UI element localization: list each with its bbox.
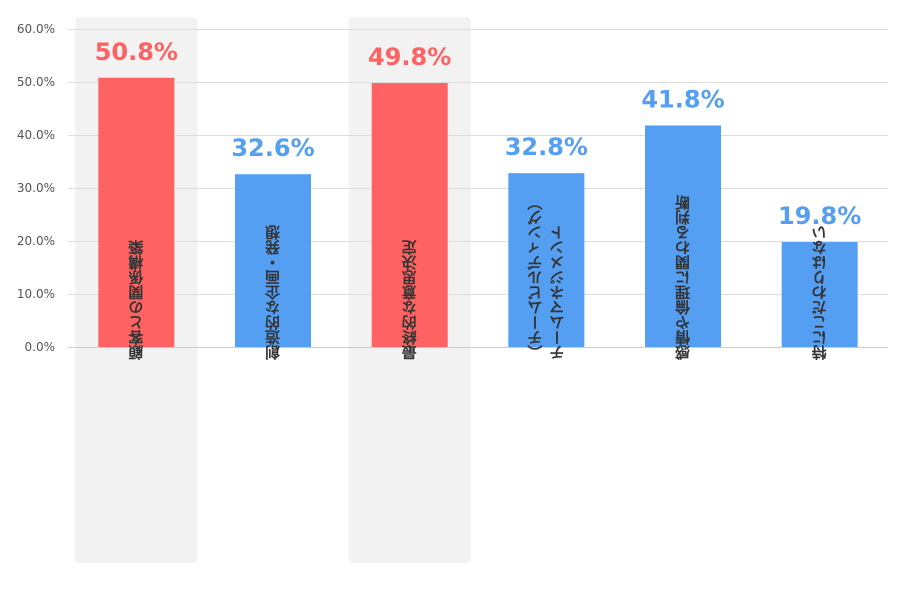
gridlines	[68, 29, 888, 348]
y-tick-label: 60.0%	[17, 22, 55, 36]
data-label: 32.6%	[231, 134, 314, 162]
y-tick-label: 50.0%	[17, 75, 55, 89]
y-tick-label: 30.0%	[17, 181, 55, 195]
data-labels: 50.8% 32.6% 49.8% 32.8% 41.8% 19.8%	[95, 38, 862, 230]
category-label: 感情や倫理に関わる判断	[674, 194, 692, 361]
y-axis-ticks: 0.0% 10.0% 20.0% 30.0% 40.0% 50.0% 60.0%	[17, 22, 55, 354]
y-tick-label: 40.0%	[17, 128, 55, 142]
y-tick-label: 20.0%	[17, 234, 55, 248]
category-label: 創造的な企画・発想	[264, 225, 282, 361]
bar	[781, 242, 858, 347]
data-label: 50.8%	[95, 38, 178, 66]
category-label: （チームビルディング）	[526, 195, 544, 360]
category-label: 最終的な意思決定	[401, 239, 419, 361]
bar	[371, 83, 448, 347]
category-label: チームマネジメント	[548, 225, 566, 360]
data-label: 41.8%	[641, 85, 724, 113]
bar	[98, 77, 175, 347]
x-axis-categories: 顧客との関係構築 創造的な企画・発想 最終的な意思決定 チームマネジメント（チームビル…	[127, 194, 828, 361]
bar	[508, 173, 585, 347]
y-tick-label: 0.0%	[25, 340, 56, 354]
data-label: 49.8%	[368, 43, 451, 71]
bar	[645, 125, 721, 348]
data-label: 32.8%	[505, 133, 588, 161]
bars	[98, 77, 858, 348]
category-label: 特にこだわりはない	[811, 225, 829, 361]
bar	[235, 174, 311, 347]
category-label: 顧客との関係構築	[127, 239, 145, 361]
data-label: 19.8%	[778, 202, 861, 230]
y-tick-label: 10.0%	[17, 287, 55, 301]
